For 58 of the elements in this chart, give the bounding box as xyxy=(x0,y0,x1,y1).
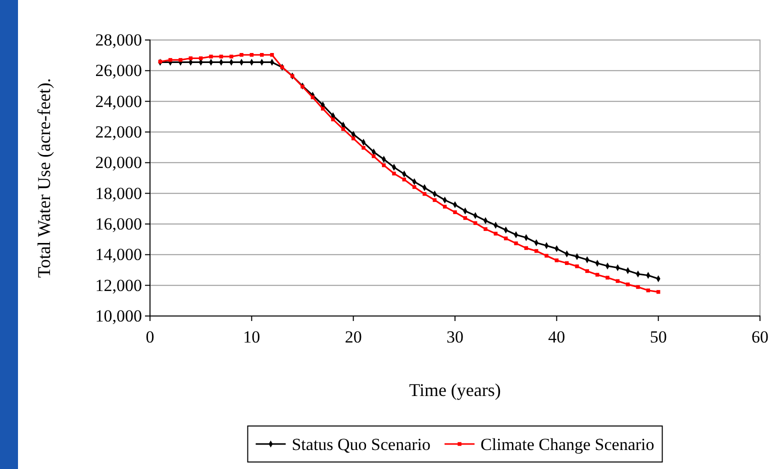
x-tick-label: 0 xyxy=(146,328,154,347)
x-tick-label: 50 xyxy=(650,328,667,347)
y-tick-label: 14,000 xyxy=(95,245,142,264)
y-tick-label: 24,000 xyxy=(95,92,142,111)
point xyxy=(606,276,610,280)
point xyxy=(422,192,426,196)
point xyxy=(605,262,610,270)
point xyxy=(402,178,406,182)
point xyxy=(229,54,234,58)
x-axis-title: Time (years) xyxy=(409,380,501,400)
point xyxy=(626,282,630,286)
y-tick-label: 20,000 xyxy=(95,153,142,172)
point xyxy=(636,285,640,289)
y-tick-label: 12,000 xyxy=(95,276,142,295)
point xyxy=(362,146,366,150)
point xyxy=(331,118,335,122)
point xyxy=(534,249,538,253)
y-tick-label: 10,000 xyxy=(95,306,142,326)
point xyxy=(616,279,620,283)
point xyxy=(178,58,182,62)
point xyxy=(646,288,650,292)
point xyxy=(575,264,579,268)
x-tick-label: 10 xyxy=(243,328,260,347)
y-axis-title: Total Water Use (acre-feet). xyxy=(34,78,54,278)
y-tick-label: 26,000 xyxy=(95,61,142,80)
point xyxy=(463,216,468,220)
point xyxy=(412,185,416,189)
y-tick-label: 28,000 xyxy=(95,30,142,50)
point xyxy=(158,60,162,64)
point xyxy=(656,290,660,294)
y-tick-label: 18,000 xyxy=(95,184,142,203)
point xyxy=(484,227,488,231)
legend-label: Climate Change Scenario xyxy=(480,434,654,454)
legend-label: Status Quo Scenario xyxy=(292,434,431,454)
x-tick-label: 60 xyxy=(752,328,768,347)
point xyxy=(351,136,356,140)
point xyxy=(209,54,213,58)
point xyxy=(636,270,640,278)
point xyxy=(473,221,478,225)
point xyxy=(240,53,244,57)
point xyxy=(219,54,224,58)
point xyxy=(504,236,508,240)
x-tick-label: 20 xyxy=(344,328,362,347)
x-tick-label: 30 xyxy=(446,328,464,347)
y-tick-label: 22,000 xyxy=(95,122,142,142)
point xyxy=(341,127,346,131)
point xyxy=(432,198,437,202)
point xyxy=(524,246,528,250)
point xyxy=(168,58,172,62)
point xyxy=(514,241,518,246)
point xyxy=(392,172,396,176)
y-tick-label: 16,000 xyxy=(95,214,142,234)
point xyxy=(564,261,569,265)
x-tick-label: 40 xyxy=(548,328,566,347)
point xyxy=(270,53,274,57)
point xyxy=(585,269,590,273)
point xyxy=(544,254,548,258)
point xyxy=(453,210,457,214)
